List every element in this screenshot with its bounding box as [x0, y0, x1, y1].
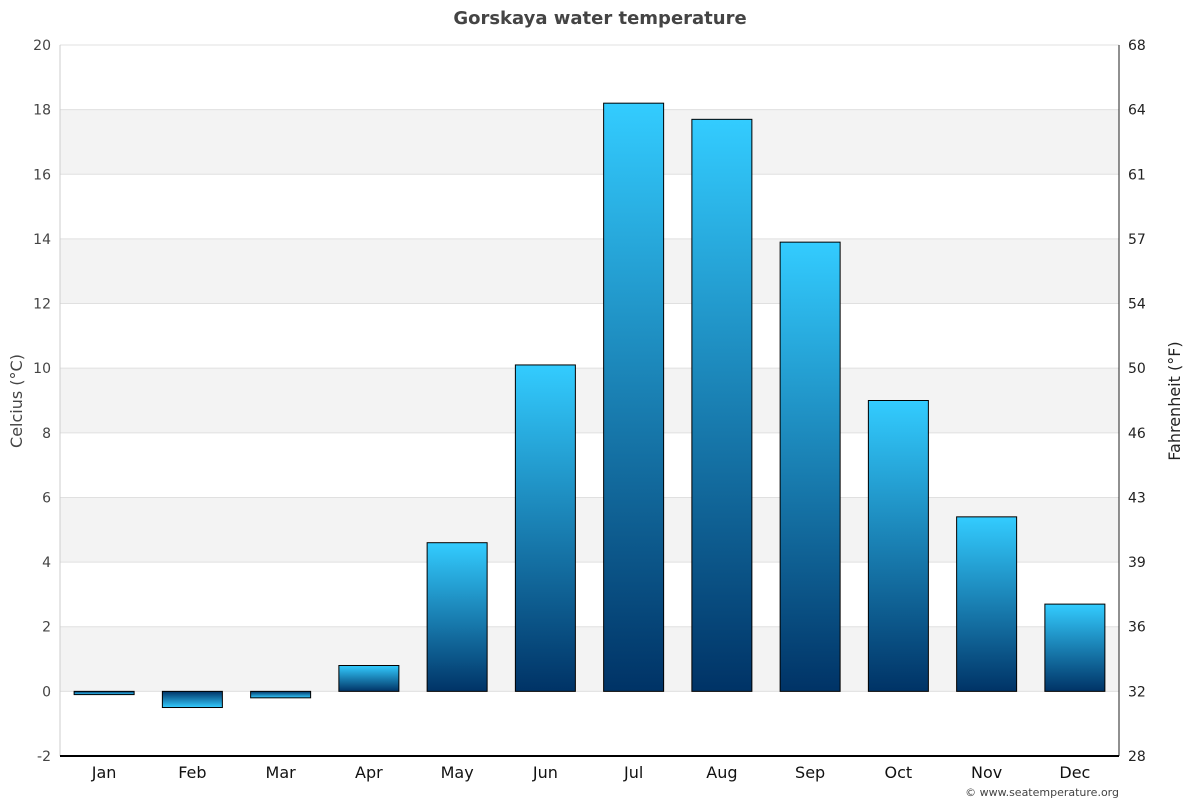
- bar-oct: [867, 400, 929, 692]
- y-tick-label: 0: [42, 684, 51, 700]
- x-tick-label: Apr: [355, 763, 383, 782]
- x-tick-label: Aug: [706, 763, 737, 782]
- grid-band: [60, 109, 1119, 175]
- y-tick-label: 8: [42, 426, 51, 442]
- bar-apr: [338, 665, 400, 692]
- x-tick-label: Jul: [623, 763, 643, 782]
- y-tick-label: 12: [33, 297, 51, 313]
- bar-aug: [691, 118, 753, 692]
- x-tick-label: Jan: [91, 763, 117, 782]
- bar-jun: [514, 364, 576, 692]
- bar-may: [426, 542, 488, 692]
- grid-band: [60, 626, 1119, 692]
- y-tick-label: 20: [33, 38, 51, 54]
- bar-jan: [73, 690, 135, 696]
- y-tick-label: 10: [33, 361, 51, 377]
- bar-sep: [779, 241, 841, 692]
- y2-tick-label: 28: [1128, 749, 1146, 765]
- y-tick-label: 4: [42, 555, 51, 571]
- x-tick-label: Sep: [795, 763, 825, 782]
- bar-mar: [250, 690, 312, 699]
- grid-band: [60, 497, 1119, 563]
- y-axis-label: Celcius (°C): [7, 354, 26, 448]
- y2-tick-label: 68: [1128, 38, 1146, 54]
- x-tick-label: Jun: [532, 763, 558, 782]
- y-tick-label: 6: [42, 490, 51, 506]
- y-tick-label: 18: [33, 103, 51, 119]
- x-tick-label: May: [441, 763, 474, 782]
- grid-band: [60, 368, 1119, 433]
- y-tick-label: -2: [37, 749, 51, 765]
- bar-feb: [161, 690, 223, 709]
- chart-title: Gorskaya water temperature: [453, 8, 746, 29]
- y2-tick-label: 36: [1128, 620, 1146, 636]
- y-tick-label: 14: [33, 232, 51, 248]
- credit-text: © www.seatemperature.org: [965, 786, 1119, 799]
- bar-nov: [956, 516, 1018, 692]
- x-tick-label: Nov: [971, 763, 1002, 782]
- grid-band: [60, 238, 1119, 304]
- x-tick-label: Mar: [266, 763, 297, 782]
- y2-tick-label: 46: [1128, 426, 1146, 442]
- y2-tick-label: 57: [1128, 232, 1146, 248]
- y2-tick-label: 54: [1128, 297, 1146, 313]
- x-tick-label: Feb: [178, 763, 206, 782]
- y2-tick-label: 61: [1128, 167, 1146, 183]
- y-tick-label: 16: [33, 167, 51, 183]
- y2-tick-label: 50: [1128, 361, 1146, 377]
- x-tick-label: Dec: [1059, 763, 1090, 782]
- bar-dec: [1044, 603, 1106, 692]
- y2-tick-label: 43: [1128, 490, 1146, 506]
- y-tick-label: 2: [42, 620, 51, 636]
- y2-axis-label: Fahrenheit (°F): [1165, 341, 1184, 460]
- y2-tick-label: 64: [1128, 103, 1146, 119]
- x-tick-label: Oct: [885, 763, 913, 782]
- bar-jul: [603, 102, 665, 692]
- y2-tick-label: 32: [1128, 684, 1146, 700]
- y2-tick-label: 39: [1128, 555, 1146, 571]
